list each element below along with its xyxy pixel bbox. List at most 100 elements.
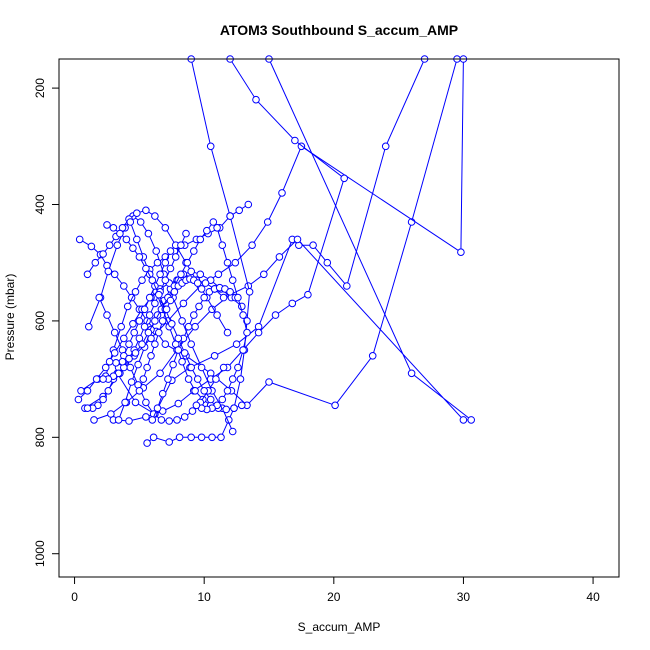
data-point — [331, 401, 339, 410]
data-point — [219, 293, 228, 302]
data-point — [131, 398, 140, 407]
data-point — [138, 276, 146, 285]
data-point — [210, 352, 219, 360]
data-point — [121, 398, 129, 407]
data-point — [293, 235, 302, 244]
data-point — [170, 288, 179, 296]
series-layer — [74, 55, 476, 447]
data-point — [180, 349, 189, 357]
data-point — [104, 387, 113, 395]
data-point — [291, 136, 299, 145]
data-point — [223, 328, 232, 337]
data-point — [113, 241, 122, 249]
data-point — [135, 253, 144, 261]
data-point — [145, 311, 154, 319]
data-point — [175, 433, 184, 442]
x-tick-label: 10 — [198, 590, 212, 604]
data-point — [99, 250, 107, 258]
series-line — [146, 58, 251, 444]
x-tick-label: 0 — [71, 590, 78, 604]
data-point — [140, 305, 149, 314]
data-point — [206, 142, 215, 151]
data-point — [254, 328, 263, 337]
data-point — [158, 389, 167, 398]
data-point — [142, 206, 150, 215]
y-tick-label: 400 — [33, 194, 47, 214]
data-point — [99, 395, 107, 404]
data-point — [278, 189, 286, 197]
data-point — [103, 311, 111, 319]
data-point — [151, 299, 159, 308]
data-point — [162, 305, 171, 314]
data-point — [193, 375, 202, 383]
data-point — [343, 282, 351, 290]
data-point — [190, 247, 198, 255]
data-point — [152, 247, 160, 255]
data-point — [271, 311, 280, 319]
data-point — [288, 299, 297, 308]
y-tick-label: 1000 — [33, 540, 47, 567]
data-point — [323, 258, 332, 267]
data-point — [130, 328, 138, 337]
data-point — [161, 224, 170, 232]
data-point — [83, 270, 92, 279]
data-point — [125, 340, 133, 349]
x-tick-label: 40 — [586, 590, 600, 604]
data-point — [140, 322, 149, 331]
data-point — [187, 267, 195, 276]
data-point — [83, 404, 92, 413]
data-point — [243, 317, 251, 325]
data-point — [234, 293, 242, 302]
data-point — [134, 360, 142, 369]
data-point — [156, 270, 164, 279]
data-point — [131, 349, 140, 357]
data-point — [187, 433, 195, 442]
chart-title: ATOM3 Southbound S_accum_AMP — [220, 22, 458, 38]
data-point — [148, 276, 157, 285]
data-point — [153, 258, 162, 267]
data-point — [218, 241, 227, 249]
data-point — [99, 375, 107, 383]
data-point — [459, 416, 468, 424]
data-point — [87, 242, 96, 251]
data-point — [92, 375, 101, 383]
data-point — [231, 258, 240, 267]
data-point — [75, 235, 84, 244]
data-point — [145, 293, 154, 302]
data-point — [165, 417, 173, 425]
data-point — [122, 235, 131, 244]
data-point — [155, 290, 163, 299]
data-point — [201, 279, 210, 287]
data-point — [191, 322, 199, 331]
data-point — [169, 360, 177, 369]
data-point — [226, 288, 234, 296]
data-point — [238, 401, 246, 410]
data-point — [217, 433, 225, 442]
data-point — [179, 299, 188, 308]
data-point — [228, 276, 237, 285]
y-axis-label: Pressure (mbar) — [3, 274, 17, 361]
data-point — [164, 375, 172, 383]
data-point — [173, 416, 181, 424]
data-point — [407, 369, 416, 378]
data-point — [188, 407, 197, 415]
y-tick-label: 600 — [33, 311, 47, 331]
data-point — [104, 267, 113, 276]
data-point — [178, 357, 186, 366]
data-point — [143, 439, 151, 447]
data-point — [135, 317, 144, 325]
data-point — [228, 375, 237, 383]
data-point — [177, 270, 185, 279]
data-point — [129, 320, 137, 328]
data-point — [127, 378, 136, 386]
data-point — [381, 142, 390, 151]
series-18 — [103, 221, 215, 404]
series-17 — [192, 224, 251, 414]
data-point — [142, 413, 150, 421]
data-point — [91, 258, 100, 267]
data-point — [457, 248, 465, 256]
data-point — [222, 405, 230, 414]
data-point — [144, 328, 153, 337]
data-point — [110, 328, 119, 337]
